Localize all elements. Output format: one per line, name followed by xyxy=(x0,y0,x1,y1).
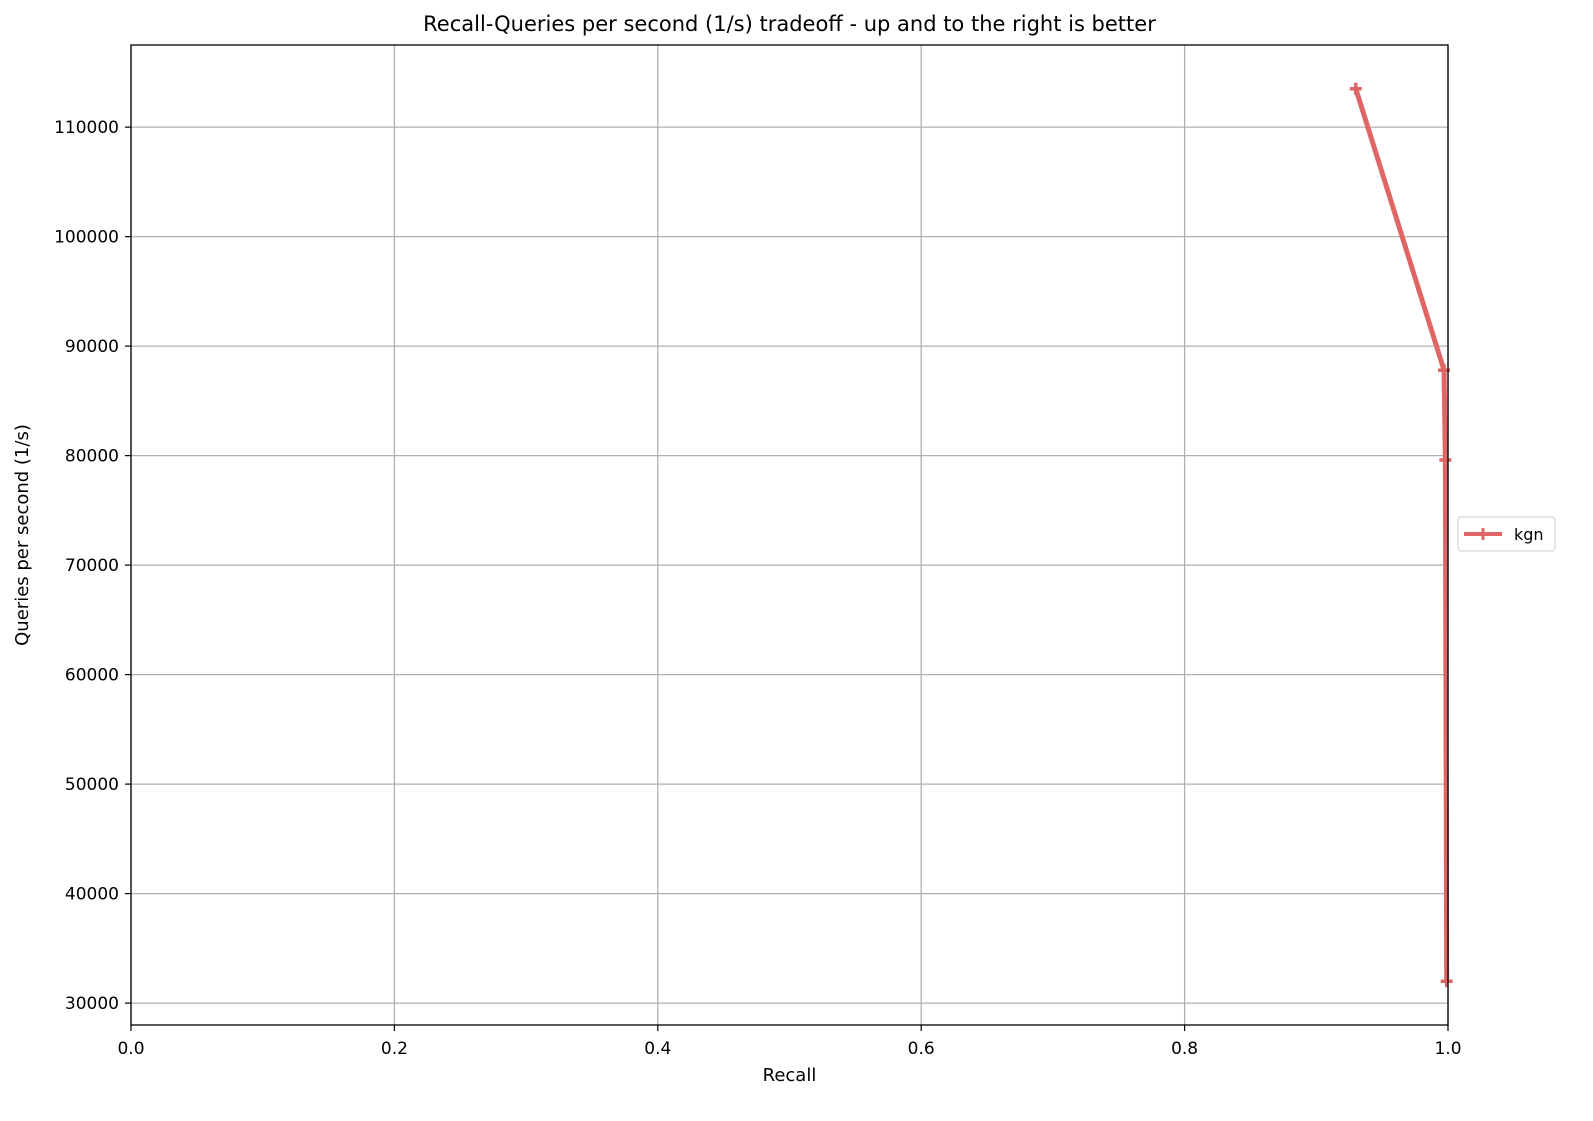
y-tick-label: 60000 xyxy=(65,666,119,686)
chart-title: Recall-Queries per second (1/s) tradeoff… xyxy=(423,12,1156,36)
y-tick-label: 100000 xyxy=(54,228,119,248)
y-tick-label: 70000 xyxy=(65,556,119,576)
plot-frame xyxy=(130,44,1449,1026)
legend-box xyxy=(1457,516,1556,552)
y-tick-label: 50000 xyxy=(65,775,119,795)
y-tick-label: 90000 xyxy=(65,337,119,357)
x-tick-label: 1.0 xyxy=(1434,1039,1461,1059)
legend-marker xyxy=(1477,528,1489,540)
x-tick-label: 0.4 xyxy=(644,1039,671,1059)
y-tick-label: 30000 xyxy=(65,994,119,1014)
x-tick-label: 0.8 xyxy=(1171,1039,1198,1059)
series-layer xyxy=(1349,82,1453,988)
grid-layer xyxy=(130,45,1449,1025)
y-tick-label: 80000 xyxy=(65,447,119,467)
legend-label: kgn xyxy=(1514,525,1544,544)
tick-layer: 0.0 0.2 0.4 0.6 0.8 1.0 30000 40000 50000 60000 70… xyxy=(54,118,1461,1059)
y-axis-label: Queries per second (1/s) xyxy=(12,424,33,646)
y-tick-label: 40000 xyxy=(65,885,119,905)
x-tick-label: 0.6 xyxy=(908,1039,935,1059)
x-tick-label: 0.0 xyxy=(117,1039,144,1059)
data-point-marker xyxy=(1440,975,1453,988)
legend: kgn xyxy=(1457,516,1556,552)
x-axis-label: Recall xyxy=(763,1065,817,1086)
data-point-marker xyxy=(1349,82,1362,95)
data-point-marker xyxy=(1439,453,1452,466)
x-tick-label: 0.2 xyxy=(381,1039,408,1059)
y-tick-label: 110000 xyxy=(54,118,119,138)
series-line-kgn xyxy=(1353,88,1450,982)
